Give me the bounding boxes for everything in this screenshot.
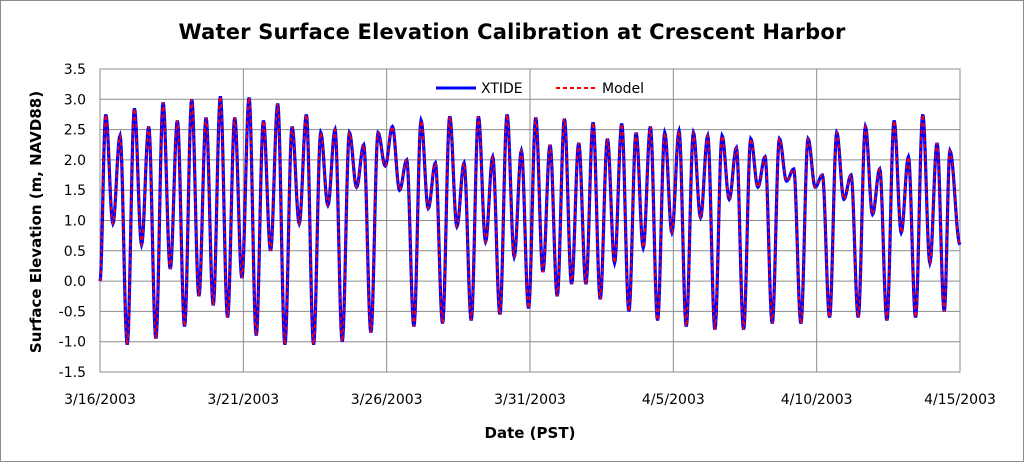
- legend-label-model: Model: [602, 81, 644, 97]
- x-tick-label: 3/26/2003: [351, 392, 423, 408]
- y-tick-label: 3.0: [64, 92, 86, 108]
- y-tick-label: 1.5: [64, 183, 86, 199]
- y-tick-labels: -1.5 -1.0 -0.5 0.0 0.5 1.0 1.5 2.0 2.5 3.0 3.5: [59, 62, 86, 381]
- legend: XTIDE Model: [436, 81, 644, 97]
- y-tick-label: 2.5: [64, 123, 86, 139]
- y-tick-label: 1.0: [64, 214, 86, 230]
- x-tick-label: 3/21/2003: [207, 392, 279, 408]
- series-line-model: [99, 96, 961, 345]
- x-tick-label: 4/10/2003: [781, 392, 853, 408]
- y-tick-label: 3.5: [64, 62, 86, 78]
- y-tick-label: -1.0: [59, 335, 86, 351]
- x-tick-label: 3/16/2003: [64, 392, 136, 408]
- x-tick-labels: 3/16/2003 3/21/2003 3/26/2003 3/31/2003 4/5/…: [64, 392, 996, 408]
- chart-title: Water Surface Elevation Calibration at C…: [178, 20, 846, 44]
- legend-label-xtide: XTIDE: [481, 81, 523, 97]
- y-tick-label: 2.0: [64, 153, 86, 169]
- x-tick-label: 4/15/2003: [924, 392, 996, 408]
- y-tick-label: 0.0: [64, 274, 86, 290]
- x-axis-title: Date (PST): [484, 424, 576, 442]
- x-tick-label: 4/5/2003: [642, 392, 705, 408]
- x-tick-label: 3/31/2003: [494, 392, 566, 408]
- y-tick-label: 0.5: [64, 244, 86, 260]
- y-tick-label: -1.5: [59, 365, 86, 381]
- y-tick-label: -0.5: [59, 304, 86, 320]
